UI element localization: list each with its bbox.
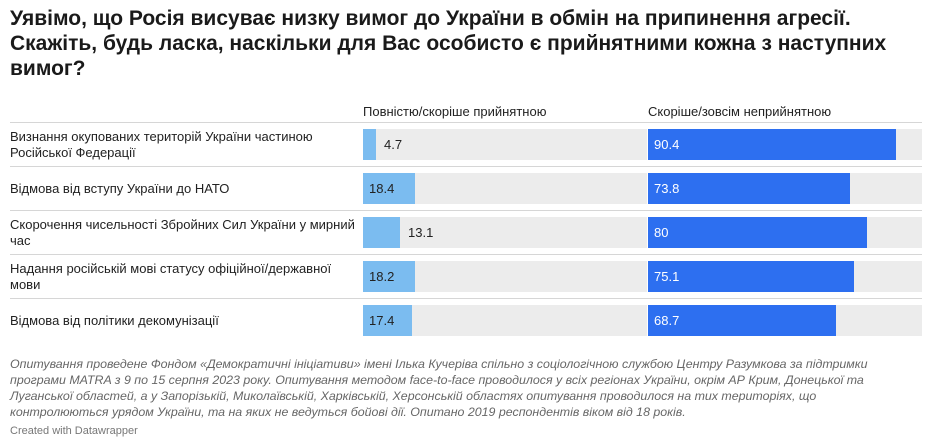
bar-unacceptable	[648, 261, 854, 292]
column-header-acceptable: Повністю/скоріше прийнятною	[363, 104, 547, 119]
data-label-acceptable: 4.7	[384, 137, 403, 152]
table-row: Скорочення чисельності Збройних Сил Укра…	[10, 210, 922, 255]
bar-acceptable	[363, 129, 376, 160]
table-row: Відмова від політики декомунізації 17.4 68…	[10, 298, 922, 343]
row-label: Надання російській мові статусу офіційно…	[10, 261, 332, 292]
data-label-unacceptable: 73.8	[654, 181, 680, 196]
bar-acceptable	[363, 217, 400, 248]
data-label-unacceptable: 80	[654, 225, 669, 240]
bar-track-unacceptable: 68.7	[648, 305, 922, 336]
bar-acceptable	[363, 305, 412, 336]
data-label-acceptable: 13.1	[408, 225, 434, 240]
data-label-unacceptable: 68.7	[654, 313, 680, 328]
data-label-unacceptable: 75.1	[654, 269, 680, 284]
bar-unacceptable	[648, 305, 836, 336]
table-row: Визнання окупованих територій України ча…	[10, 122, 922, 167]
bar-track-unacceptable: 80	[648, 217, 922, 248]
bar-unacceptable	[648, 173, 850, 204]
bar-track-unacceptable: 75.1	[648, 261, 922, 292]
bar-track-unacceptable: 73.8	[648, 173, 922, 204]
data-label-unacceptable: 90.4	[654, 137, 680, 152]
bar-acceptable	[363, 173, 415, 204]
data-label-acceptable: 18.2	[369, 269, 395, 284]
column-header-unacceptable: Скоріше/зовсім неприйнятною	[648, 104, 832, 119]
chart-note: Опитування проведене Фондом «Демократичн…	[10, 357, 868, 419]
bar-track-unacceptable: 90.4	[648, 129, 922, 160]
bar-track-acceptable: 17.4	[363, 305, 647, 336]
data-label-acceptable: 17.4	[369, 313, 395, 328]
chart-title: Уявімо, що Росія висуває низку вимог до …	[10, 7, 887, 80]
row-label: Визнання окупованих територій України ча…	[10, 129, 313, 160]
row-label: Відмова від вступу України до НАТО	[10, 181, 230, 196]
table-row: Надання російській мові статусу офіційно…	[10, 254, 922, 299]
row-label: Скорочення чисельності Збройних Сил Укра…	[10, 217, 355, 248]
table-row: Відмова від вступу України до НАТО 18.4 73…	[10, 166, 922, 211]
bar-track-acceptable: 18.2	[363, 261, 647, 292]
data-label-acceptable: 18.4	[369, 181, 395, 196]
bar-track-acceptable: 18.4	[363, 173, 647, 204]
bar-unacceptable	[648, 129, 896, 160]
bar-track-acceptable: 13.1	[363, 217, 647, 248]
row-label: Відмова від політики декомунізації	[10, 313, 219, 328]
credit: Created with Datawrapper	[10, 425, 138, 437]
bar-unacceptable	[648, 217, 867, 248]
bar-acceptable	[363, 261, 415, 292]
bar-track-acceptable: 4.7	[363, 129, 647, 160]
